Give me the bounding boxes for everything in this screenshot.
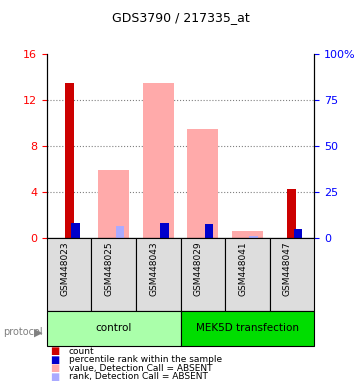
FancyBboxPatch shape	[180, 238, 225, 311]
Bar	[98, 170, 129, 238]
Bar	[160, 223, 169, 238]
Bar	[287, 189, 296, 238]
Bar	[232, 231, 263, 238]
Bar	[116, 226, 124, 238]
FancyBboxPatch shape	[270, 238, 314, 311]
Text: GSM448023: GSM448023	[60, 242, 69, 296]
Text: ■: ■	[51, 355, 60, 365]
FancyBboxPatch shape	[91, 238, 136, 311]
Text: percentile rank within the sample: percentile rank within the sample	[69, 355, 222, 364]
Text: protocol: protocol	[4, 327, 43, 337]
Text: MEK5D transfection: MEK5D transfection	[196, 323, 299, 333]
Text: GSM448043: GSM448043	[149, 242, 158, 296]
Bar	[71, 223, 80, 238]
Text: GSM448029: GSM448029	[194, 242, 203, 296]
Text: ■: ■	[51, 363, 60, 373]
FancyBboxPatch shape	[47, 311, 180, 346]
Bar	[205, 223, 213, 238]
Text: value, Detection Call = ABSENT: value, Detection Call = ABSENT	[69, 364, 212, 373]
Text: GDS3790 / 217335_at: GDS3790 / 217335_at	[112, 12, 249, 25]
Text: GSM448047: GSM448047	[283, 242, 292, 296]
Bar	[187, 129, 218, 238]
FancyBboxPatch shape	[136, 238, 180, 311]
Bar	[65, 83, 74, 238]
Bar	[143, 83, 174, 238]
Text: rank, Detection Call = ABSENT: rank, Detection Call = ABSENT	[69, 372, 208, 381]
Text: GSM448041: GSM448041	[238, 242, 247, 296]
Bar	[249, 236, 258, 238]
Text: ■: ■	[51, 372, 60, 382]
Text: count: count	[69, 347, 94, 356]
FancyBboxPatch shape	[47, 238, 91, 311]
Bar	[294, 229, 302, 238]
FancyBboxPatch shape	[225, 238, 270, 311]
FancyBboxPatch shape	[180, 311, 314, 346]
Text: ▶: ▶	[34, 327, 43, 337]
Text: control: control	[96, 323, 132, 333]
Text: GSM448025: GSM448025	[105, 242, 114, 296]
Text: ■: ■	[51, 346, 60, 356]
